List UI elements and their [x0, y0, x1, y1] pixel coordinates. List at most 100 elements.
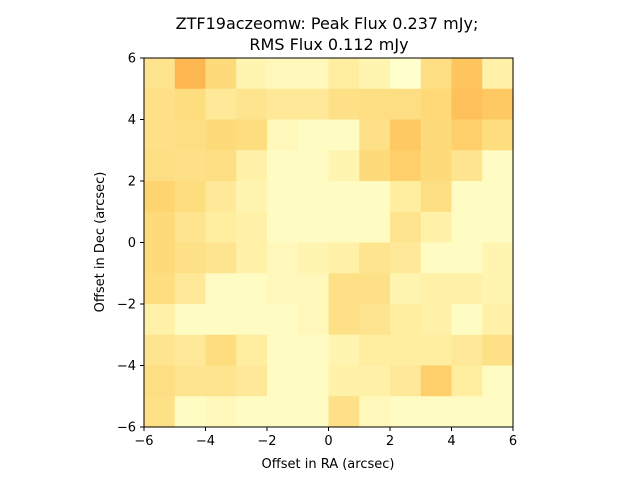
heatmap-cell [144, 88, 176, 121]
heatmap-cell [328, 365, 360, 397]
heatmap-cell [174, 119, 207, 151]
heatmap-cell [390, 396, 422, 428]
heatmap-cell [297, 150, 330, 182]
heatmap-cell [328, 58, 360, 90]
x-tick-label: −4 [196, 434, 215, 449]
heatmap-cell [359, 211, 391, 244]
heatmap-cell [297, 181, 330, 213]
heatmap-cell [451, 58, 483, 90]
heatmap-cell [328, 334, 360, 367]
heatmap-cell [359, 396, 391, 428]
heatmap-cell [420, 119, 453, 151]
heatmap-cell [451, 273, 483, 305]
heatmap-cell [328, 119, 360, 151]
y-tick-label: 4 [128, 113, 136, 128]
heatmap-cell [144, 396, 176, 428]
heatmap-cell [359, 58, 391, 90]
heatmap-cell [297, 396, 330, 428]
heatmap-cell [236, 365, 268, 397]
heatmap-cell [297, 119, 330, 151]
heatmap-cell [328, 304, 360, 336]
heatmap-cell [420, 181, 453, 213]
heatmap-cell [451, 150, 483, 182]
heatmap-cell [451, 396, 483, 428]
heatmap-cell [236, 88, 268, 121]
heatmap-cell [267, 396, 299, 428]
heatmap-cell [297, 334, 330, 367]
heatmap-cell [236, 304, 268, 336]
heatmap-cell [482, 211, 514, 244]
heatmap-cell [482, 242, 514, 274]
heatmap-cell [482, 88, 514, 121]
heatmap-cell [390, 150, 422, 182]
heatmap-cell [328, 88, 360, 121]
heatmap-cell [420, 334, 453, 367]
heatmap-cell [205, 211, 237, 244]
heatmap-cell [174, 365, 207, 397]
heatmap-cell [144, 211, 176, 244]
heatmap-cell [267, 211, 299, 244]
heatmap-cell [205, 365, 237, 397]
heatmap-cell [297, 242, 330, 274]
heatmap-cell [205, 273, 237, 305]
heatmap-cell [236, 150, 268, 182]
heatmap-cell [390, 119, 422, 151]
heatmap-cell [390, 211, 422, 244]
x-tick-label: 4 [447, 434, 455, 449]
heatmap-cell [482, 119, 514, 151]
heatmap-cell [420, 304, 453, 336]
heatmap-cell [328, 181, 360, 213]
heatmap-cell [390, 58, 422, 90]
heatmap-cell [328, 396, 360, 428]
heatmap-cell [451, 88, 483, 121]
heatmap-cell [451, 365, 483, 397]
heatmap-cell [482, 304, 514, 336]
heatmap-cell [390, 304, 422, 336]
y-tick-label: 0 [128, 236, 136, 251]
heatmap-cell [420, 150, 453, 182]
heatmap-cell [205, 242, 237, 274]
x-axis-ticks: −6 −4 −2 0 2 4 6 [134, 427, 517, 449]
heatmap-cell [359, 150, 391, 182]
heatmap-cell [390, 181, 422, 213]
heatmap-cell [390, 242, 422, 274]
heatmap-cell [267, 181, 299, 213]
heatmap-cell [390, 88, 422, 121]
heatmap-cell [205, 396, 237, 428]
heatmap-cell [174, 334, 207, 367]
heatmap-cell [420, 365, 453, 397]
heatmap-cell [236, 58, 268, 90]
heatmap-cell [359, 365, 391, 397]
y-tick-label: 6 [128, 52, 136, 67]
heatmap-cell [482, 273, 514, 305]
heatmap-cell [297, 88, 330, 121]
heatmap-cell [451, 211, 483, 244]
heatmap-cell [144, 365, 176, 397]
heatmap-cell [174, 58, 207, 90]
heatmap-cell [359, 304, 391, 336]
heatmap-cell [297, 211, 330, 244]
y-axis-label: Offset in Dec (arcsec) [93, 172, 108, 313]
heatmap-cell [144, 119, 176, 151]
heatmap-cell [174, 242, 207, 274]
heatmap-cell [236, 273, 268, 305]
heatmap-cell [174, 396, 207, 428]
heatmap-cell [451, 304, 483, 336]
heatmap-cell [236, 334, 268, 367]
y-tick-label: −6 [117, 421, 136, 436]
heatmap-cell [420, 88, 453, 121]
chart-title-line1: ZTF19aczeomw: Peak Flux 0.237 mJy; [176, 14, 479, 33]
heatmap-cell [482, 396, 514, 428]
heatmap-cell [420, 273, 453, 305]
heatmap-cell [451, 181, 483, 213]
heatmap-cell [297, 58, 330, 90]
heatmap-cell [236, 119, 268, 151]
x-tick-label: −2 [257, 434, 276, 449]
heatmap-cell [236, 181, 268, 213]
heatmap-cell [359, 181, 391, 213]
heatmap-cell [144, 334, 176, 367]
heatmap-cell [205, 150, 237, 182]
heatmap-cell [144, 181, 176, 213]
heatmap-cell [267, 365, 299, 397]
